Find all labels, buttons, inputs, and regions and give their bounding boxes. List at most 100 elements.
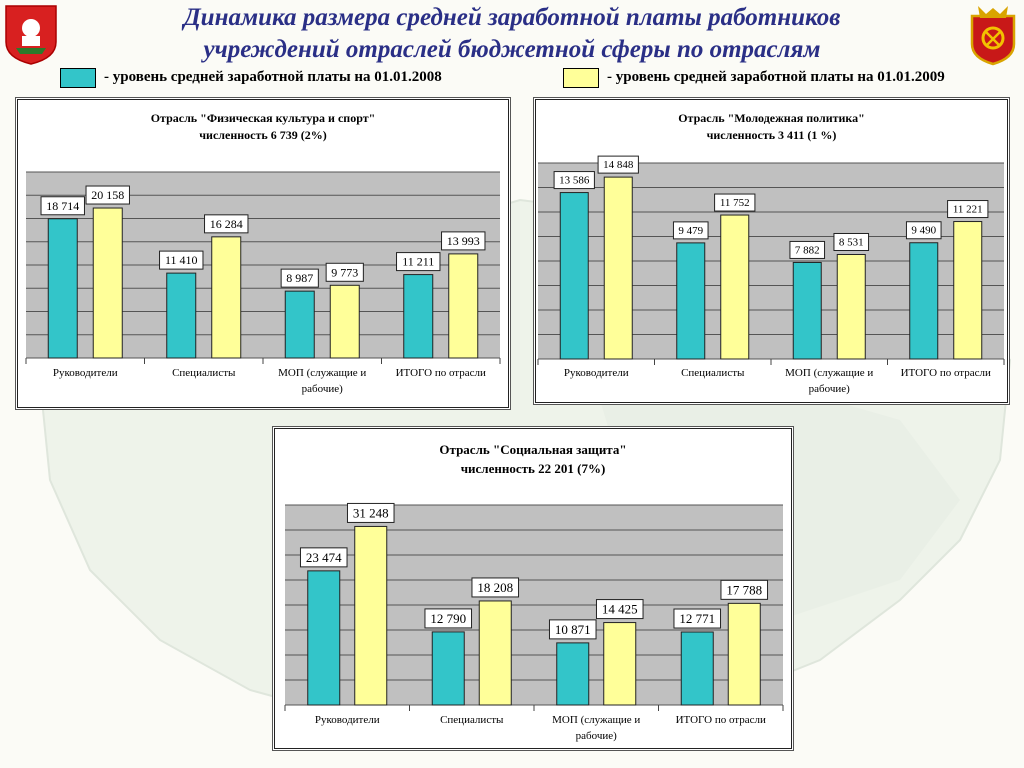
title-line-2: учреждений отраслей бюджетной сферы по о… [203,36,821,63]
chart-title-line: Отрасль "Социальная защита" [439,442,627,457]
bar [47,218,78,359]
title-line-1: Динамика размера средней заработной плат… [183,4,841,31]
data-label-box [396,252,441,272]
data-label: 14 848 [603,159,634,171]
category-label: Руководители [564,367,629,379]
data-label-box [553,171,595,190]
bar [354,525,388,706]
data-label: 12 790 [430,611,466,626]
data-label: 23 474 [306,550,342,565]
data-label-box [346,502,395,523]
chart-subtitle-line: численность 22 201 (7%) [460,461,606,476]
category-label: Специалисты [681,367,745,379]
data-label-box [720,579,769,600]
data-label: 17 788 [726,582,762,597]
data-label: 18 208 [477,580,513,595]
bar [603,176,633,360]
data-label: 12 771 [679,611,715,626]
data-label: 13 586 [559,175,590,187]
data-label: 8 531 [839,236,864,248]
data-label-box [325,262,364,282]
chart-social: 23 474 31 248 Руководители 12 790 18 208 Спец… [284,502,784,742]
chart-panel-social: Отрасль "Социальная защита" численность … [274,428,792,749]
data-label: 10 871 [555,622,591,637]
category-label: Руководители [315,714,380,726]
data-label-box [595,599,644,620]
bar [166,272,197,359]
data-label-box [833,232,870,251]
data-label-box [673,608,722,629]
chart-subtitle-line: численность 3 411 (1 %) [706,128,837,142]
bar [556,642,590,706]
category-label: ИТОГО по отрасли [901,367,991,379]
bar [448,253,479,359]
chart-title-line: Отрасль "Молодежная политика" [678,111,865,125]
data-label-box [548,619,597,640]
page-title: Динамика размера средней заработной плат… [100,2,924,66]
data-label-box [789,240,826,259]
chart-title: Отрасль "Физическая культура и спорт" чи… [18,110,508,144]
data-label-box [947,200,989,219]
bar [478,600,512,706]
bar [727,602,761,706]
data-label-box [597,155,639,174]
bar [284,290,315,359]
data-label-box [424,608,473,629]
data-label-box [672,221,709,240]
category-label: ИТОГО по отрасли [396,367,486,379]
category-label: ИТОГО по отрасли [676,714,766,726]
data-label: 13 993 [447,234,480,248]
category-label: МОП (служащие и [278,367,366,379]
bar [431,631,465,706]
category-label: Специалисты [440,714,504,726]
data-label-box [85,185,130,205]
bar [909,242,939,360]
bar [720,214,750,360]
category-label: рабочие) [302,383,343,395]
moscow-region-coat-of-arms-icon [5,5,57,65]
bar [211,236,242,359]
bar [836,253,866,360]
chart-title: Отрасль "Молодежная политика" численност… [536,110,1007,144]
data-label: 8 987 [286,271,313,285]
data-label: 20 158 [91,188,124,202]
chart-youth: 13 586 14 848 Руководители 9 479 11 752 Специ… [537,155,1005,395]
bar [403,274,434,359]
chart-subtitle-line: численность 6 739 (2%) [199,128,327,142]
data-label: 7 882 [795,244,820,256]
bar [559,192,589,360]
bar [92,207,123,359]
bar [329,284,360,359]
legend-label-2008: - уровень средней заработной платы на 01… [104,69,442,85]
category-label: рабочие) [576,730,617,742]
legend-swatch-2008 [60,68,96,88]
bar [307,570,341,706]
chart-panel-youth: Отрасль "Молодежная политика" численност… [535,99,1008,403]
bar [953,221,983,360]
category-label: Руководители [53,367,118,379]
emblem-icon [970,6,1016,66]
category-label: МОП (служащие и [785,367,873,379]
data-label-box [905,221,942,240]
data-label: 11 211 [402,255,434,269]
data-label: 9 479 [678,225,703,237]
bar [603,622,637,706]
category-label: рабочие) [809,383,850,395]
chart-title: Отрасль "Социальная защита" численность … [275,440,791,478]
data-label-box [299,547,348,568]
data-label: 9 773 [331,265,358,279]
data-label: 31 248 [353,505,389,520]
data-label: 11 410 [165,253,198,267]
data-label-box [159,250,204,270]
legend-label-2009: - уровень средней заработной платы на 01… [607,69,945,85]
chart-panel-sport: Отрасль "Физическая культура и спорт" чи… [17,99,509,408]
chart-title-line: Отрасль "Физическая культура и спорт" [150,111,376,125]
data-label: 9 490 [911,225,936,237]
data-label-box [40,196,85,216]
legend-swatch-2009 [563,68,599,88]
bar [680,631,714,706]
data-label-box [714,193,756,212]
category-label: МОП (служащие и [552,714,640,726]
data-label: 14 425 [602,602,638,617]
category-label: Специалисты [172,367,236,379]
